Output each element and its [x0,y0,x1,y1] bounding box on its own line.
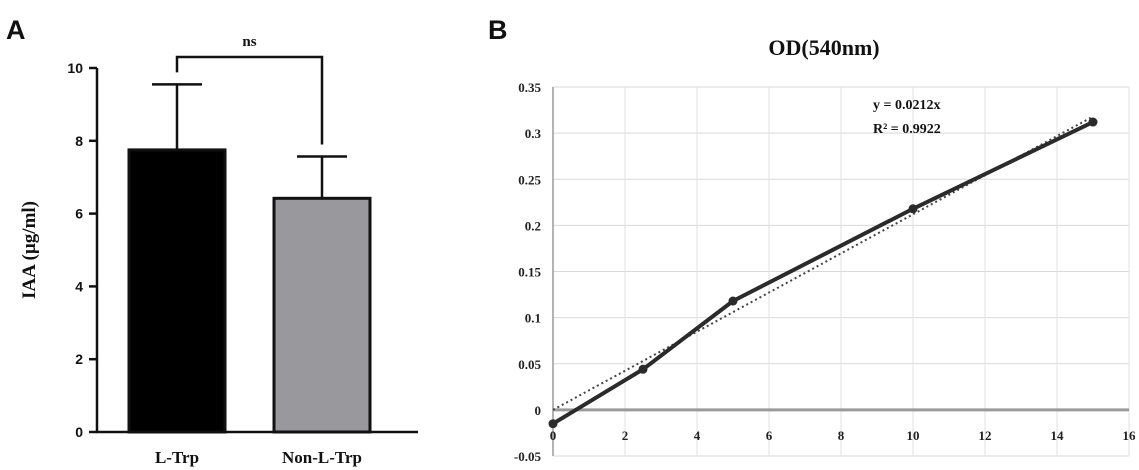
y-tick-label: 0 [535,403,542,418]
panel-a-letter: A [6,15,26,45]
trendline-r-squared: R² = 0.9922 [873,122,941,137]
x-tick-label: L-Trp [155,448,199,467]
panel-b-grid [552,86,1130,457]
significance-bracket [175,55,324,145]
panel-b-title: OD(540nm) [768,35,879,60]
y-tick-label: 0.35 [518,80,541,95]
x-tick-label: 4 [694,428,701,443]
x-tick-label: 6 [766,428,773,443]
data-point [638,364,648,374]
panel-a-chart: A IAA (µg/ml) 0 2 4 6 8 10 L-Trp Non-L-Trp ns [6,15,418,467]
x-tick-label: 8 [838,428,845,443]
y-tick-label: 4 [75,278,83,294]
x-tick-label: 14 [1051,428,1065,443]
bar [127,148,227,434]
trendline-equation: y = 0.0212x [873,98,940,113]
y-tick-label: 8 [75,133,83,149]
panel-a-significance: ns [175,34,324,145]
x-tick-label: 10 [907,428,920,443]
bar [272,196,372,434]
x-tick-label: Non-L-Trp [282,448,362,467]
y-tick-label: 0.1 [525,311,541,326]
panel-b-axes: -0.05 0 0.05 0.1 0.15 0.2 0.25 0.3 0.35 0 2 4 6 8 10 12… [514,80,1136,464]
y-tick-label: 0 [75,424,83,440]
x-tick-label: 12 [979,428,992,443]
significance-label: ns [242,34,256,50]
y-tick-label: 0.05 [518,357,541,372]
y-tick-label: 0.15 [518,265,541,280]
y-tick-label: 0.3 [525,126,542,141]
panel-a-y-axis-label: IAA (µg/ml) [19,201,40,299]
y-tick-label: -0.05 [514,449,542,464]
x-tick-label: 16 [1123,428,1137,443]
panel-b-series [548,115,1098,429]
series-line [551,120,1094,426]
panel-a-bars: L-Trp Non-L-Trp [127,83,372,467]
data-point [548,419,558,429]
x-tick-label: 2 [622,428,629,443]
y-tick-label: 10 [67,60,83,76]
y-tick-label: 2 [75,351,83,367]
data-point [728,296,738,306]
y-tick-label: 0.25 [518,172,541,187]
panel-b-letter: B [488,15,508,45]
data-point [1088,117,1098,127]
panel-b-chart: B OD(540nm) -0.05 0 0.05 0.1 0.15 0.2 0.25 0.3 0… [488,15,1136,464]
x-tick-label: 0 [550,428,557,443]
y-tick-label: 6 [75,206,83,222]
data-point [908,204,918,214]
y-tick-label: 0.2 [525,218,541,233]
